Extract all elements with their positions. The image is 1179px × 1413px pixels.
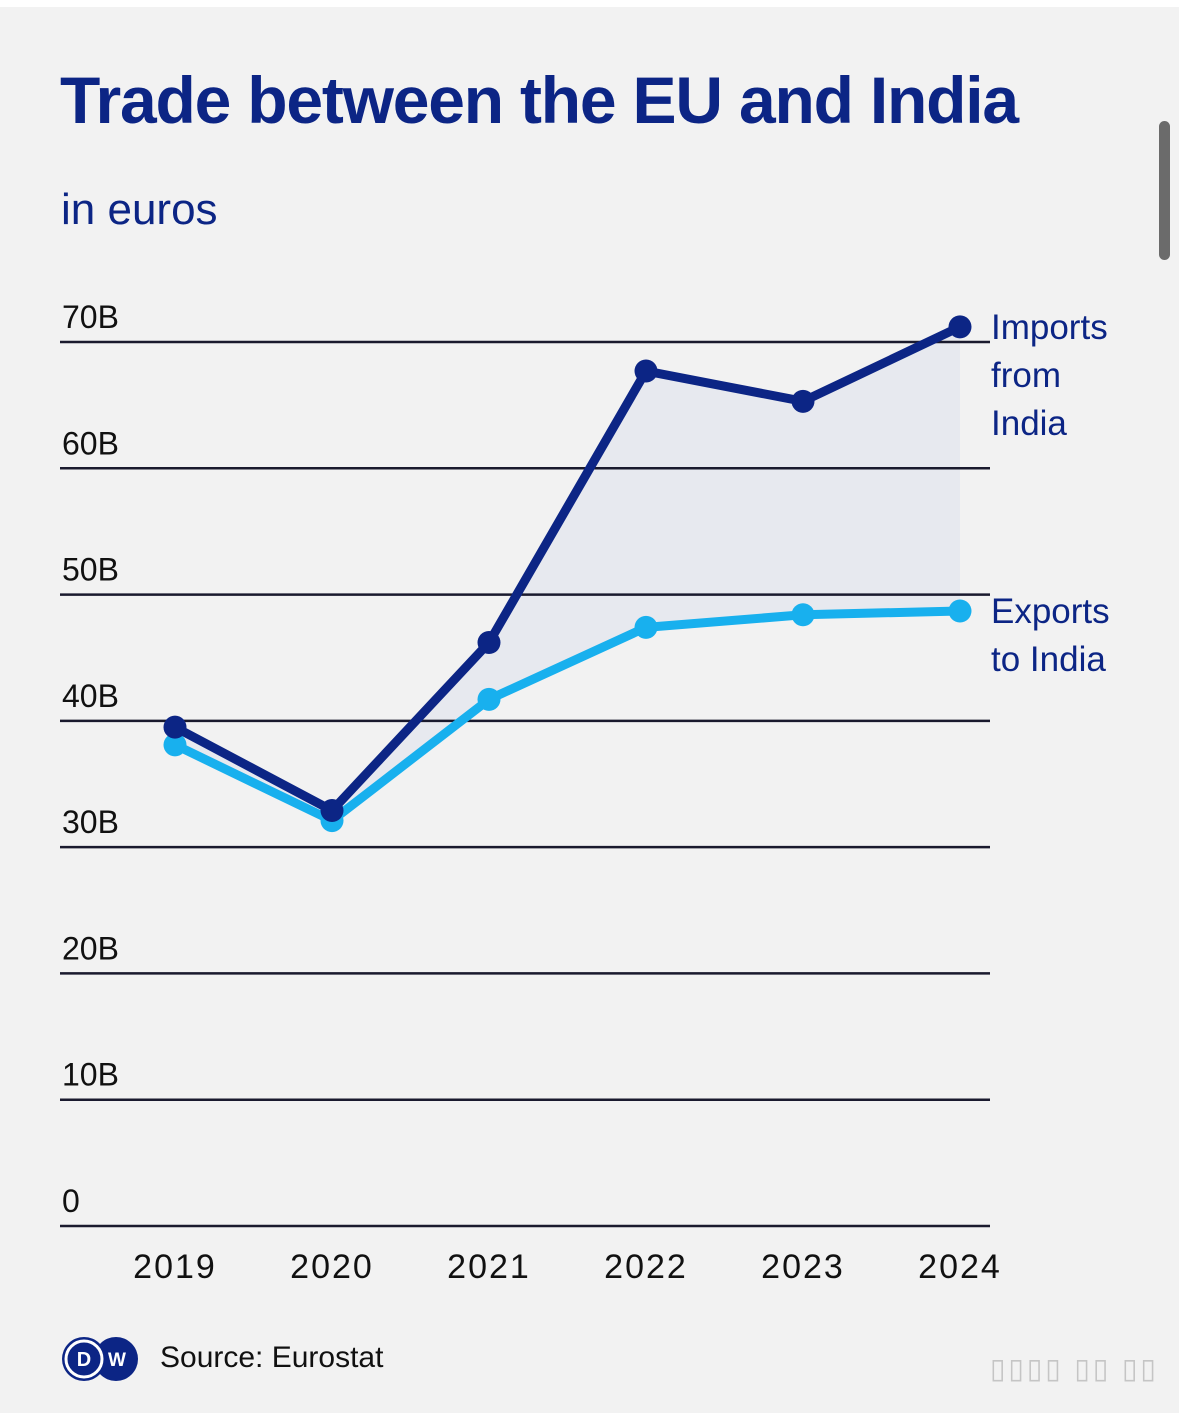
exports-label: Exports to India (991, 592, 1110, 679)
imports-point (948, 315, 972, 339)
y-tick-label: 50B (62, 552, 119, 588)
series-label-line: from (991, 356, 1061, 395)
series-label-line: Imports (991, 308, 1108, 347)
y-tick-label: 10B (62, 1057, 119, 1093)
y-tick-label: 40B (62, 678, 119, 714)
dw-logo-ring (64, 1339, 104, 1379)
dw-logo-circle-d (62, 1337, 106, 1381)
grid-layer (60, 340, 990, 1228)
y-tick-label: 60B (62, 425, 119, 461)
series-label-line: India (991, 404, 1067, 443)
x-tick-label: 2024 (918, 1248, 1002, 1286)
y-tick-label: 30B (62, 804, 119, 840)
source-text: Source: Eurostat (160, 1341, 384, 1374)
y-axis-ticks: 0 10B 20B 30B 40B 50B 60B 70B (62, 299, 119, 1219)
exports-point (634, 615, 658, 639)
y-tick-label: 0 (62, 1183, 80, 1219)
scrollbar[interactable] (1159, 121, 1170, 260)
watermark: ▯▯▯▯ ▯▯ ▯▯ (990, 1353, 1159, 1384)
imports-point (634, 359, 658, 383)
exports-point (163, 733, 187, 757)
chart-subtitle: in euros (61, 185, 218, 234)
chart-card (0, 7, 1179, 1413)
imports-line (170, 322, 965, 816)
imports-point (163, 715, 187, 739)
exports-line (170, 606, 965, 826)
y-tick-label: 70B (62, 299, 119, 335)
exports-point (948, 599, 972, 623)
x-tick-label: 2021 (447, 1248, 531, 1286)
dw-logo-w: W (108, 1350, 126, 1371)
exports-point (791, 603, 815, 627)
exports-point (477, 687, 501, 711)
dw-logo: D W (62, 1337, 138, 1381)
imports-point (791, 389, 815, 413)
chart-title: Trade between the EU and India (60, 63, 1019, 137)
area-layer (175, 326, 960, 821)
imports-point (477, 631, 501, 655)
series-layer (163, 315, 972, 833)
series-label-line: to India (991, 640, 1106, 679)
x-tick-label: 2020 (290, 1248, 374, 1286)
series-labels: Imports from India Exports to India (991, 308, 1110, 679)
x-tick-label: 2019 (133, 1248, 217, 1286)
x-tick-label: 2023 (761, 1248, 845, 1286)
area-between-series (175, 326, 960, 821)
dw-logo-d: D (77, 1349, 91, 1371)
x-tick-label: 2022 (604, 1248, 688, 1286)
imports-label: Imports from India (991, 308, 1108, 443)
series-label-line: Exports (991, 592, 1110, 631)
imports-point (320, 799, 344, 823)
y-tick-label: 20B (62, 930, 119, 966)
dw-logo-circle-w (94, 1337, 138, 1381)
x-axis-ticks: 2019 2020 2021 2022 2023 2024 (133, 1248, 1002, 1286)
